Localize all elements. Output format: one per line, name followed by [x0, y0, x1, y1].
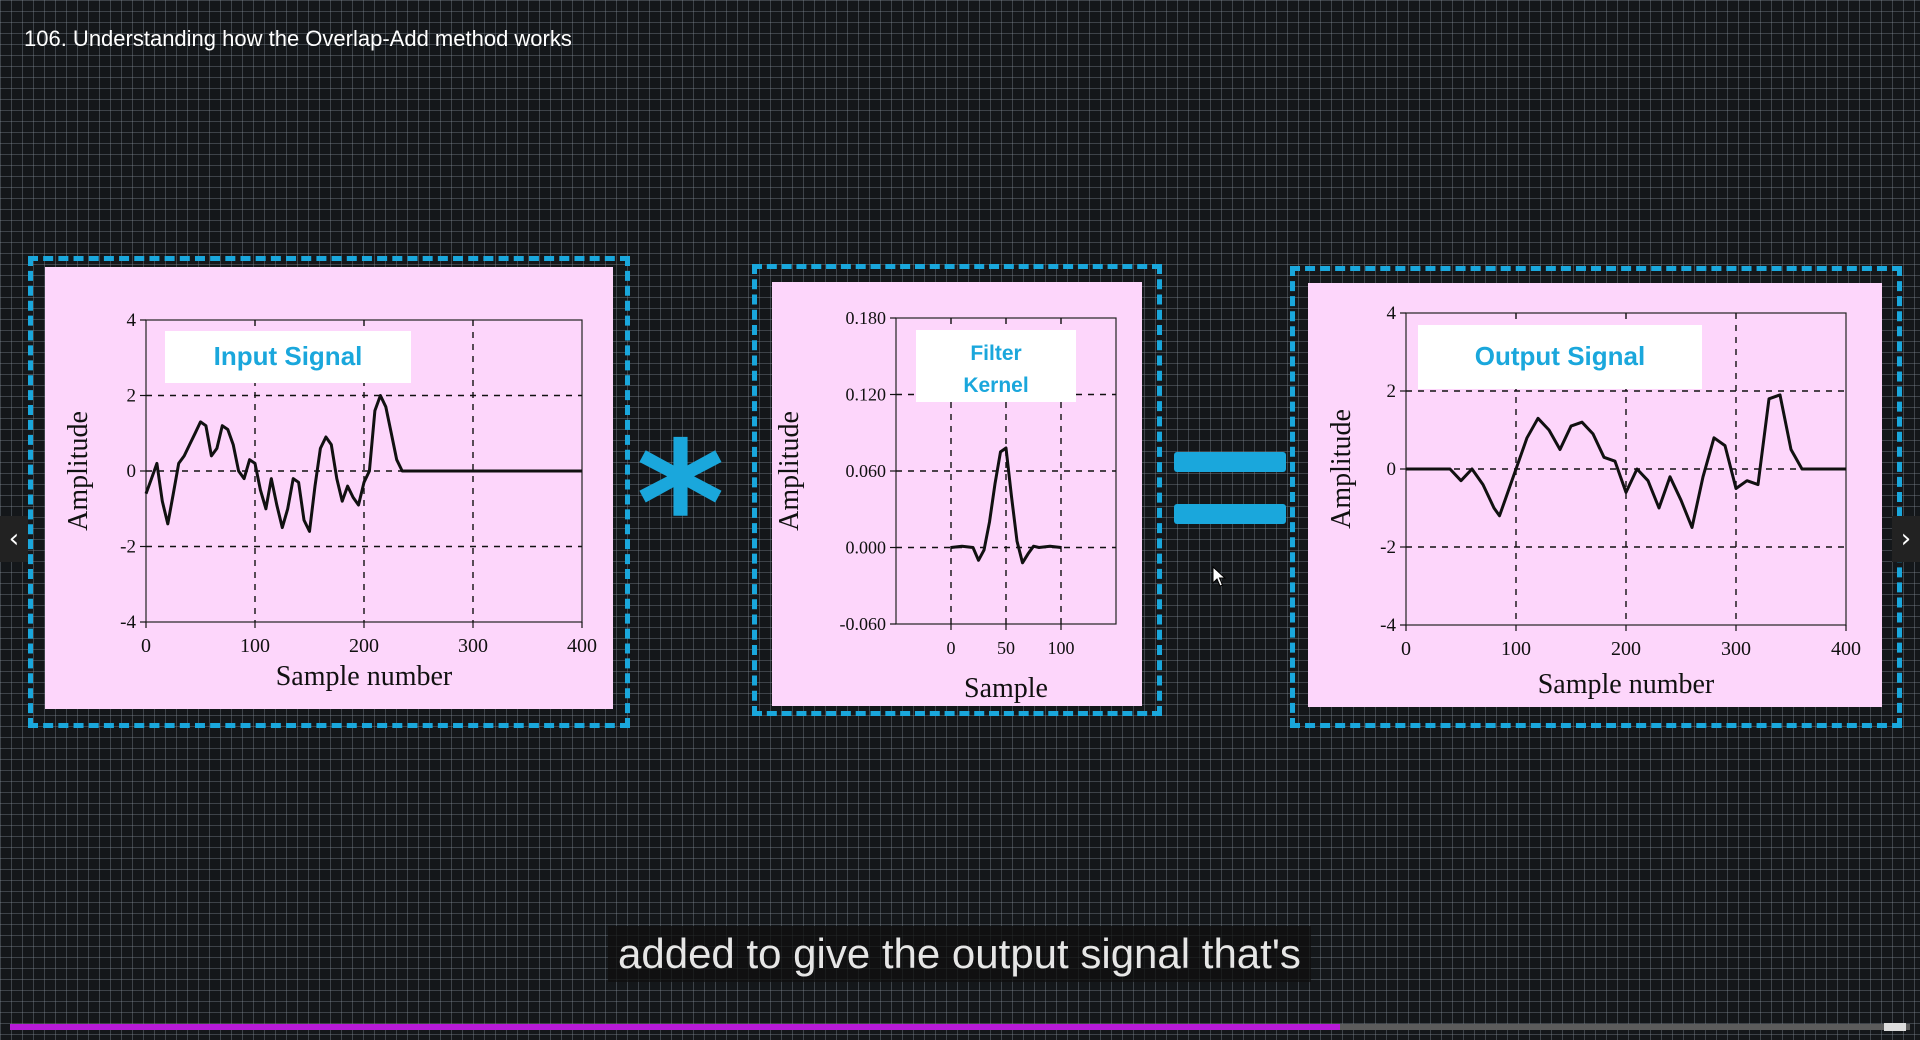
x-tick-label: 100 — [1501, 638, 1531, 660]
caption-subtitle: added to give the output signal that's — [608, 926, 1311, 982]
input-signal-frame — [28, 256, 630, 728]
output-signal-panel: 4 2 0 -2 -4 0 100 200 300 400 Sample number Amplitu… — [1308, 283, 1882, 707]
y-tick-label: 4 — [1387, 303, 1397, 324]
y-axis-label: Amplitude — [774, 411, 805, 531]
x-tick-label: 200 — [349, 635, 379, 657]
video-title: 106. Understanding how the Overlap-Add m… — [24, 26, 572, 51]
progress-end-marker — [1884, 1023, 1906, 1031]
chart-title-box — [165, 331, 411, 383]
chart-title-line: Kernel — [963, 374, 1028, 397]
y-tick-label: 0.120 — [846, 385, 887, 405]
y-tick-label: -4 — [120, 612, 136, 633]
x-tick-label: 50 — [997, 638, 1015, 658]
x-tick-label: 0 — [947, 638, 956, 658]
x-tick-label: 400 — [567, 635, 597, 657]
y-tick-label: -2 — [120, 537, 136, 558]
x-axis-label: Sample number — [276, 661, 453, 692]
y-axis-label: Amplitude — [1326, 409, 1357, 529]
x-tick-label: 300 — [1721, 638, 1751, 660]
input-signal-panel: 4 2 0 -2 -4 0 100 200 300 400 Sample number Amplitu… — [45, 267, 613, 709]
chart-title-line: Filter — [970, 342, 1021, 365]
signal-line — [144, 394, 582, 533]
chevron-right-icon: › — [1900, 524, 1912, 554]
chart-title: Output Signal — [1475, 341, 1645, 371]
y-tick-label: 0 — [1387, 459, 1397, 480]
equals-bar-bottom — [1174, 504, 1286, 524]
x-tick-label: 200 — [1611, 638, 1641, 660]
chevron-left-icon: ‹ — [8, 524, 20, 554]
y-tick-label: 2 — [127, 386, 137, 407]
video-progress-fill — [10, 1024, 1340, 1030]
y-tick-label: 2 — [1387, 381, 1397, 402]
x-axis-label: Sample — [964, 673, 1048, 704]
equals-bar-top — [1174, 452, 1286, 472]
convolution-operator: * — [636, 406, 725, 604]
chart-title-box — [1418, 325, 1702, 389]
signal-line — [950, 446, 1062, 565]
y-tick-label: 0.060 — [846, 461, 887, 481]
x-tick-label: 100 — [240, 635, 270, 657]
y-tick-label: 0 — [127, 461, 137, 482]
x-tick-label: 400 — [1831, 638, 1861, 660]
y-tick-label: 0.000 — [846, 538, 887, 558]
y-tick-label: 4 — [127, 310, 137, 331]
y-tick-label: -4 — [1380, 615, 1396, 636]
x-tick-label: 300 — [458, 635, 488, 657]
prev-slide-button[interactable]: ‹ — [0, 516, 28, 562]
x-tick-label: 0 — [1401, 638, 1411, 660]
signal-line — [1406, 393, 1846, 529]
y-tick-label: -0.060 — [840, 614, 887, 634]
x-tick-label: 100 — [1048, 638, 1075, 658]
next-slide-button[interactable]: › — [1892, 516, 1920, 562]
chart-title-box — [916, 330, 1076, 402]
filter-kernel-panel: 0.180 0.120 0.060 0.000 -0.060 0 50 100 Sample Am… — [772, 282, 1142, 706]
y-tick-label: 0.180 — [846, 308, 887, 328]
filter-kernel-frame — [752, 264, 1162, 716]
video-progress-bar[interactable] — [10, 1023, 1910, 1031]
x-axis-label: Sample number — [1538, 669, 1715, 700]
x-tick-label: 0 — [141, 635, 151, 657]
mouse-cursor-icon — [1212, 566, 1227, 587]
output-signal-frame — [1290, 266, 1902, 728]
y-axis-label: Amplitude — [63, 411, 94, 531]
y-tick-label: -2 — [1380, 537, 1396, 558]
chart-title: Input Signal — [214, 341, 363, 371]
